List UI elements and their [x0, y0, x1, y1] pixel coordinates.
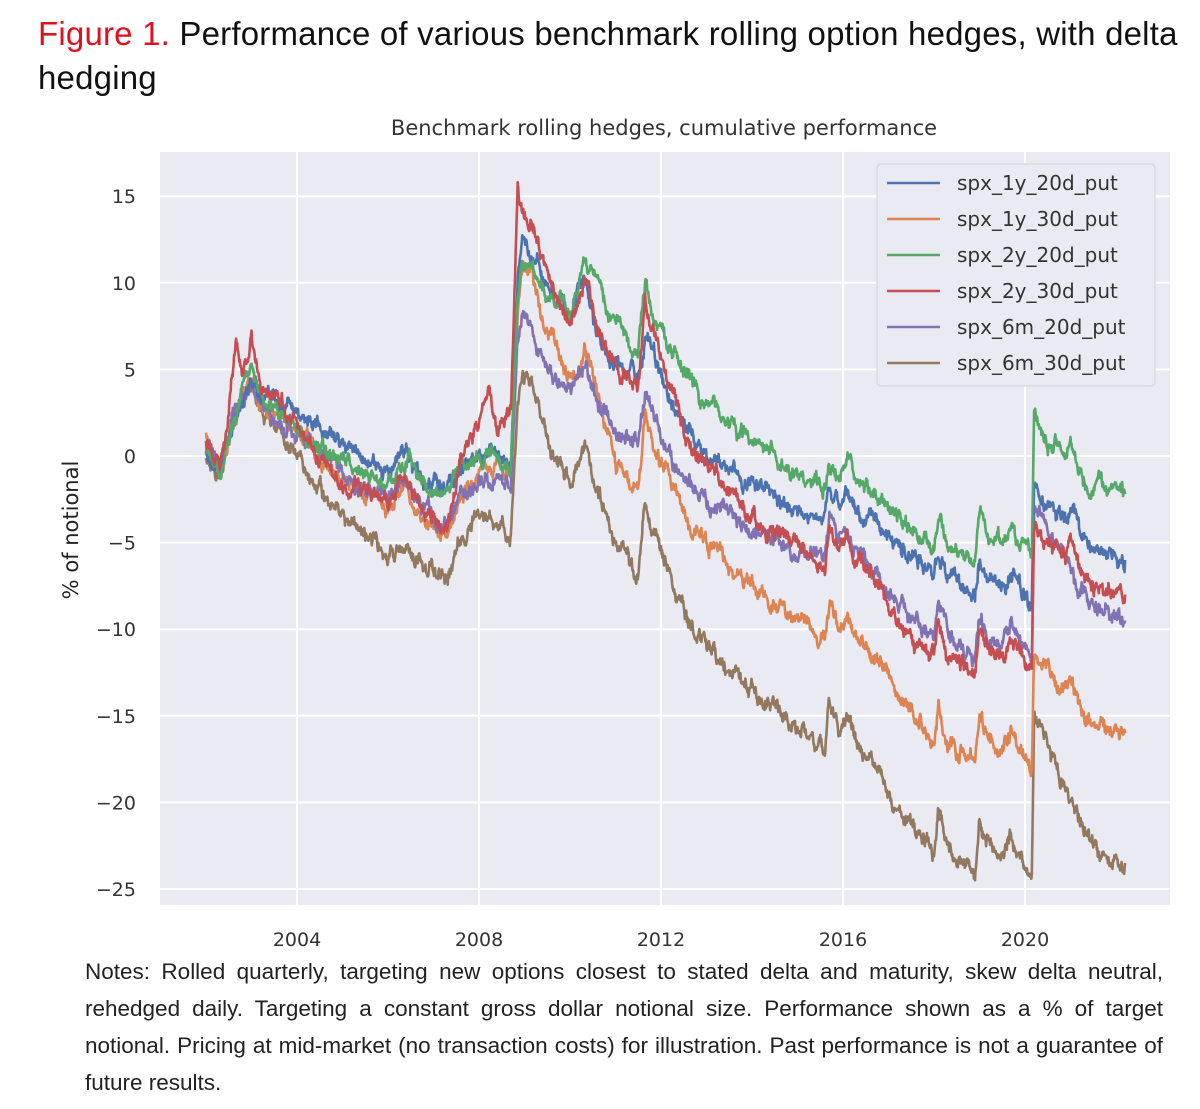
x-tick-label: 2016: [819, 929, 867, 950]
legend-label: spx_6m_20d_put: [957, 315, 1126, 339]
series-line-spx-2y-30d-put: [204, 181, 1127, 679]
x-tick-label: 2012: [637, 929, 685, 950]
y-tick-label: −15: [96, 706, 136, 728]
figure-title-text: Performance of various benchmark rolling…: [38, 15, 1178, 96]
y-tick-label: −5: [108, 533, 136, 555]
legend-item: spx_2y_20d_put: [887, 243, 1118, 267]
legend-item: spx_6m_20d_put: [887, 315, 1126, 339]
x-tick-label: 2020: [1001, 929, 1049, 950]
figure-number: Figure 1.: [38, 15, 171, 52]
legend-label: spx_6m_30d_put: [957, 351, 1126, 375]
figure-notes: Notes: Rolled quarterly, targeting new o…: [85, 959, 1163, 1095]
line-chart: 15 10 5 0 −5 −10 −15 −20 −25 2004 2008 2012 2016 202…: [59, 116, 1170, 950]
x-tick-label: 2008: [455, 929, 503, 950]
series-line-spx-1y-20d-put: [204, 234, 1127, 612]
legend-item: spx_1y_20d_put: [887, 171, 1118, 195]
y-axis-label: % of notional: [59, 461, 83, 600]
y-tick-label: −20: [96, 792, 136, 814]
y-tick-label: −10: [96, 619, 136, 641]
x-axis: 2004 2008 2012 2016 2020: [273, 929, 1049, 950]
legend-item: spx_6m_30d_put: [887, 351, 1126, 375]
figure-title: Figure 1. Performance of various benchma…: [38, 12, 1200, 100]
y-tick-label: 5: [124, 359, 136, 381]
legend-box: [876, 163, 1156, 387]
series-lines: [204, 181, 1127, 882]
legend-label: spx_2y_30d_put: [957, 279, 1118, 303]
y-tick-label: 10: [112, 273, 136, 295]
series-line-spx-6m-30d-put: [204, 369, 1127, 882]
legend-label: spx_2y_20d_put: [957, 243, 1118, 267]
y-tick-label: 15: [112, 186, 136, 208]
y-axis: 15 10 5 0 −5 −10 −15 −20 −25: [96, 186, 136, 901]
series-line-spx-2y-20d-put: [204, 256, 1127, 568]
chart-title: Benchmark rolling hedges, cumulative per…: [391, 116, 937, 140]
legend-label: spx_1y_30d_put: [957, 207, 1118, 231]
legend-item: spx_2y_30d_put: [887, 279, 1118, 303]
legend-label: spx_1y_20d_put: [957, 171, 1118, 195]
y-tick-label: −25: [96, 879, 136, 901]
y-tick-label: 0: [124, 446, 136, 468]
x-tick-label: 2004: [273, 929, 321, 950]
legend: spx_1y_20d_put spx_1y_30d_put spx_2y_20d_p…: [876, 163, 1156, 387]
legend-item: spx_1y_30d_put: [887, 207, 1118, 231]
